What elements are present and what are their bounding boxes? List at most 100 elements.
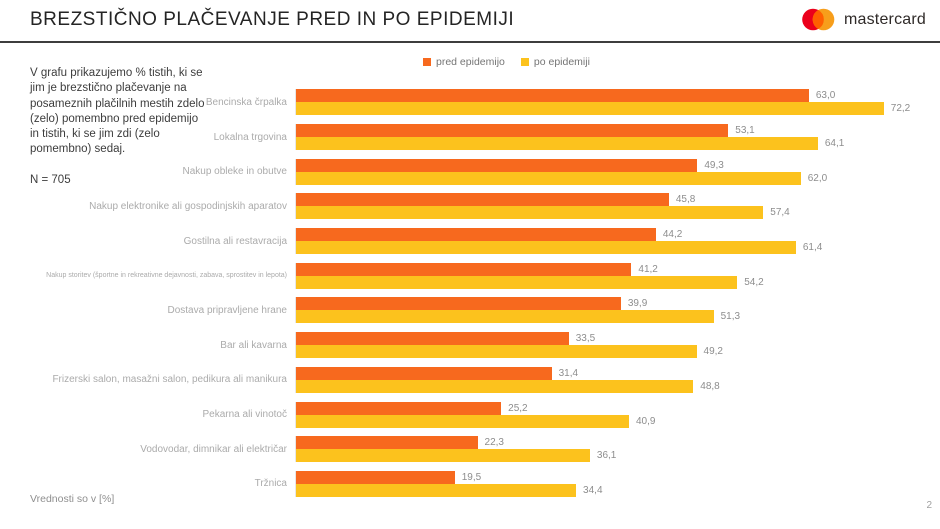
value-label: 22,3	[484, 437, 504, 449]
value-label: 57,4	[770, 207, 790, 219]
page-title: BREZSTIČNO PLAČEVANJE PRED IN PO EPIDEMI…	[30, 9, 515, 30]
value-label: 72,2	[890, 103, 911, 115]
bar-po-epidemiji	[296, 414, 629, 428]
value-label: 49,3	[704, 159, 724, 171]
bar-po-epidemiji	[296, 137, 818, 151]
category-label: Nakup elektronike ali gospodinjskih apar…	[89, 200, 287, 212]
value-label: 49,2	[703, 346, 723, 358]
bar-pred-epidemijo	[296, 124, 729, 138]
legend-item-po-epidemiji: po epidemiji	[520, 56, 590, 68]
bar-group: 53,1 64,1	[295, 124, 931, 151]
value-label: 25,2	[508, 402, 528, 414]
bar-group: 19,5 34,4	[295, 470, 931, 497]
bar-line: 33,5	[296, 332, 931, 346]
bar-po-epidemiji	[296, 310, 714, 324]
category-label: Bar ali kavarna	[220, 339, 287, 351]
bar-line: 40,9	[296, 414, 931, 428]
value-label: 41,2	[638, 263, 658, 275]
value-label: 39,9	[627, 298, 648, 310]
bar-line: 44,2	[296, 228, 931, 242]
value-label: 34,4	[583, 484, 603, 496]
bar-po-epidemiji	[296, 483, 577, 497]
bar-group: 41,2 54,2	[295, 262, 931, 289]
bar-line: 49,3	[296, 158, 931, 172]
category-label: Frizerski salon, masažni salon, pedikura…	[52, 374, 287, 386]
header-divider	[0, 41, 940, 43]
bar-line: 53,1	[296, 124, 931, 138]
category-label: Tržnica	[254, 478, 287, 490]
legend-label: po epidemiji	[533, 56, 590, 68]
bar-po-epidemiji	[296, 171, 801, 185]
bar-line: 63,0	[296, 89, 931, 103]
page-number: 2	[926, 500, 932, 511]
value-label: 62,0	[807, 172, 828, 184]
chart-row: Pekarna ali vinotoč 25,2 40,9	[0, 397, 931, 432]
chart-row: Bencinska črpalka 63,0 72,2	[0, 85, 931, 120]
bar-line: 54,2	[296, 275, 931, 289]
bar-line: 22,3	[296, 436, 931, 450]
chart-row: Tržnica 19,5 34,4	[0, 467, 931, 502]
bar-line: 57,4	[296, 206, 931, 220]
category-label: Gostilna ali restavracija	[183, 235, 287, 247]
chart-row: Nakup storitev (športne in rekreativne d…	[0, 258, 931, 293]
bar-pred-epidemijo	[296, 89, 809, 103]
value-label: 40,9	[635, 415, 656, 427]
chart-row: Gostilna ali restavracija 44,2 61,4	[0, 224, 931, 259]
bar-line: 62,0	[296, 171, 931, 185]
bar-line: 72,2	[296, 102, 931, 116]
value-label: 51,3	[720, 311, 741, 323]
value-label: 61,4	[802, 242, 823, 254]
bar-pred-epidemijo	[296, 366, 552, 380]
value-label: 64,1	[824, 138, 845, 150]
bar-group: 39,9 51,3	[295, 297, 931, 324]
bar-group: 31,4 48,8	[295, 366, 931, 393]
category-label: Nakup obleke in obutve	[182, 166, 287, 178]
bar-line: 25,2	[296, 401, 931, 415]
value-label: 48,8	[700, 380, 720, 392]
value-label: 45,8	[675, 194, 696, 206]
bar-pred-epidemijo	[296, 193, 669, 207]
chart-row: Lokalna trgovina 53,1 64,1	[0, 120, 931, 155]
bar-line: 39,9	[296, 297, 931, 311]
bar-group: 33,5 49,2	[295, 332, 931, 359]
bar-line: 19,5	[296, 470, 931, 484]
bar-line: 48,8	[296, 379, 931, 393]
category-label: Pekarna ali vinotoč	[202, 409, 288, 421]
value-label: 53,1	[735, 125, 755, 137]
bar-po-epidemiji	[296, 275, 738, 289]
bar-pred-epidemijo	[296, 158, 698, 172]
bar-line: 31,4	[296, 366, 931, 380]
bar-pred-epidemijo	[296, 332, 569, 346]
bar-group: 44,2 61,4	[295, 228, 931, 255]
bar-pred-epidemijo	[296, 401, 502, 415]
footnote: Vrednosti so v [%]	[30, 493, 115, 505]
bar-group: 22,3 36,1	[295, 436, 931, 463]
category-label: Nakup storitev (športne in rekreativne d…	[46, 272, 287, 280]
category-label: Bencinska črpalka	[205, 96, 287, 108]
bar-group: 63,0 72,2	[295, 89, 931, 116]
chart-row: Vodovodar, dimnikar ali električar 22,3 36…	[0, 432, 931, 467]
bar-pred-epidemijo	[296, 297, 621, 311]
sample-size: N = 705	[30, 173, 71, 186]
bar-group: 45,8 57,4	[295, 193, 931, 220]
legend-label: pred epidemijo	[436, 56, 505, 68]
bar-pred-epidemijo	[296, 228, 656, 242]
bar-po-epidemiji	[296, 206, 764, 220]
bar-line: 45,8	[296, 193, 931, 207]
value-label: 31,4	[558, 367, 579, 379]
chart-row: Nakup elektronike ali gospodinjskih apar…	[0, 189, 931, 224]
chart-row: Dostava pripravljene hrane 39,9 51,3	[0, 293, 931, 328]
bar-pred-epidemijo	[296, 436, 478, 450]
bar-group: 25,2 40,9	[295, 401, 931, 428]
bar-line: 61,4	[296, 241, 931, 255]
bar-line: 41,2	[296, 262, 931, 276]
bar-po-epidemiji	[296, 449, 590, 463]
chart-row: Frizerski salon, masažni salon, pedikura…	[0, 363, 931, 398]
mastercard-circles-icon	[802, 8, 835, 31]
category-label: Dostava pripravljene hrane	[167, 304, 287, 316]
value-label: 63,0	[815, 90, 836, 102]
bar-group: 49,3 62,0	[295, 158, 931, 185]
bar-po-epidemiji	[296, 345, 697, 359]
bar-line: 64,1	[296, 137, 931, 151]
